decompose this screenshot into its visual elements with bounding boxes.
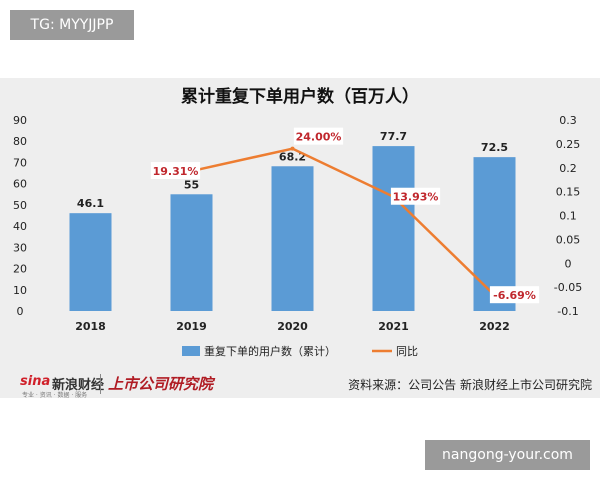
y-right-tick-label: -0.05	[554, 281, 582, 294]
bar-series	[69, 146, 516, 311]
bar	[69, 213, 112, 311]
legend-bar-swatch	[182, 346, 200, 356]
left-axis: 0 10 20 30 40 50 60 70 80 90	[13, 114, 27, 318]
y-right-tick-label: 0.3	[559, 114, 577, 127]
logo-divider	[100, 374, 101, 394]
watermark-tag-top-left: TG: MYYJJPP	[10, 10, 134, 40]
x-tick-label: 2021	[378, 320, 409, 333]
y-right-tick-label: 0	[565, 257, 572, 270]
line-labels: 19.31% 24.00% 13.93% -6.69%	[150, 127, 540, 304]
line-data-label: 13.93%	[393, 191, 439, 204]
chart-panel: 累计重复下单用户数（百万人） 0 10 20 30 40 50 60 70 80 90 -0.1-…	[0, 78, 600, 398]
legend: 重复下单的用户数（累计） 同比	[182, 344, 418, 358]
line-label-box	[390, 187, 441, 205]
x-axis: 2018 2019 2020 2021 2022	[75, 320, 510, 333]
bar	[372, 146, 415, 311]
x-tick-label: 2019	[176, 320, 207, 333]
bar	[271, 166, 314, 311]
institute-logo: 上市公司研究院	[108, 375, 214, 393]
line-label-box	[293, 127, 344, 145]
line-data-label: 24.00%	[296, 131, 342, 144]
bar-labels: 46.1 55 68.2 77.7 72.5	[77, 130, 508, 210]
y-left-tick-label: 50	[13, 199, 27, 212]
chart-title: 累计重复下单用户数（百万人）	[181, 86, 419, 107]
bar	[170, 194, 213, 311]
line-data-label: 19.31%	[153, 165, 199, 178]
x-tick-label: 2020	[277, 320, 308, 333]
line-data-label: -6.69%	[493, 289, 536, 302]
y-left-tick-label: 20	[13, 263, 27, 276]
bar-data-label: 72.5	[481, 141, 508, 154]
y-left-tick-label: 30	[13, 241, 27, 254]
y-left-tick-label: 10	[13, 284, 27, 297]
right-axis: -0.1 -0.05 0 0.05 0.1 0.15 0.2 0.25 0.3	[554, 114, 582, 318]
y-left-tick-label: 60	[13, 178, 27, 191]
sina-subtitle: 专业 · 资讯 · 数据 · 服务	[22, 392, 88, 399]
sina-logo: sina	[20, 374, 51, 389]
y-right-tick-label: 0.15	[556, 186, 581, 199]
x-tick-label: 2022	[479, 320, 510, 333]
data-source: 资料来源：公司公告 新浪财经上市公司研究院	[348, 378, 592, 392]
footer-bar: sina 新浪财经 专业 · 资讯 · 数据 · 服务 上市公司研究院 资料来源…	[0, 368, 600, 399]
line-label-box	[489, 286, 540, 304]
y-left-tick-label: 70	[13, 156, 27, 169]
bar	[473, 157, 516, 311]
y-right-tick-label: 0.05	[556, 233, 581, 246]
bar-data-label: 77.7	[380, 130, 407, 143]
watermark-tag-bottom-right: nangong-your.com	[425, 440, 590, 470]
yoy-line	[191, 147, 496, 297]
y-left-tick-label: 40	[13, 220, 27, 233]
line-series	[189, 146, 497, 298]
sina-name: 新浪财经	[52, 378, 105, 393]
line-point	[290, 146, 295, 151]
legend-line-label: 同比	[396, 345, 418, 358]
y-right-tick-label: 0.1	[559, 210, 577, 223]
x-tick-label: 2018	[75, 320, 106, 333]
y-left-tick-label: 90	[13, 114, 27, 127]
legend-bar-label: 重复下单的用户数（累计）	[204, 344, 336, 358]
y-right-tick-label: 0.2	[559, 162, 577, 175]
line-label-box	[150, 162, 201, 180]
y-left-tick-label: 80	[13, 135, 27, 148]
y-right-tick-label: 0.25	[556, 138, 581, 151]
bar-data-label: 68.2	[279, 150, 306, 163]
y-right-tick-label: -0.1	[557, 305, 578, 318]
y-left-tick-label: 0	[17, 305, 24, 318]
bar-data-label: 46.1	[77, 197, 104, 210]
bar-data-label: 55	[184, 178, 199, 191]
